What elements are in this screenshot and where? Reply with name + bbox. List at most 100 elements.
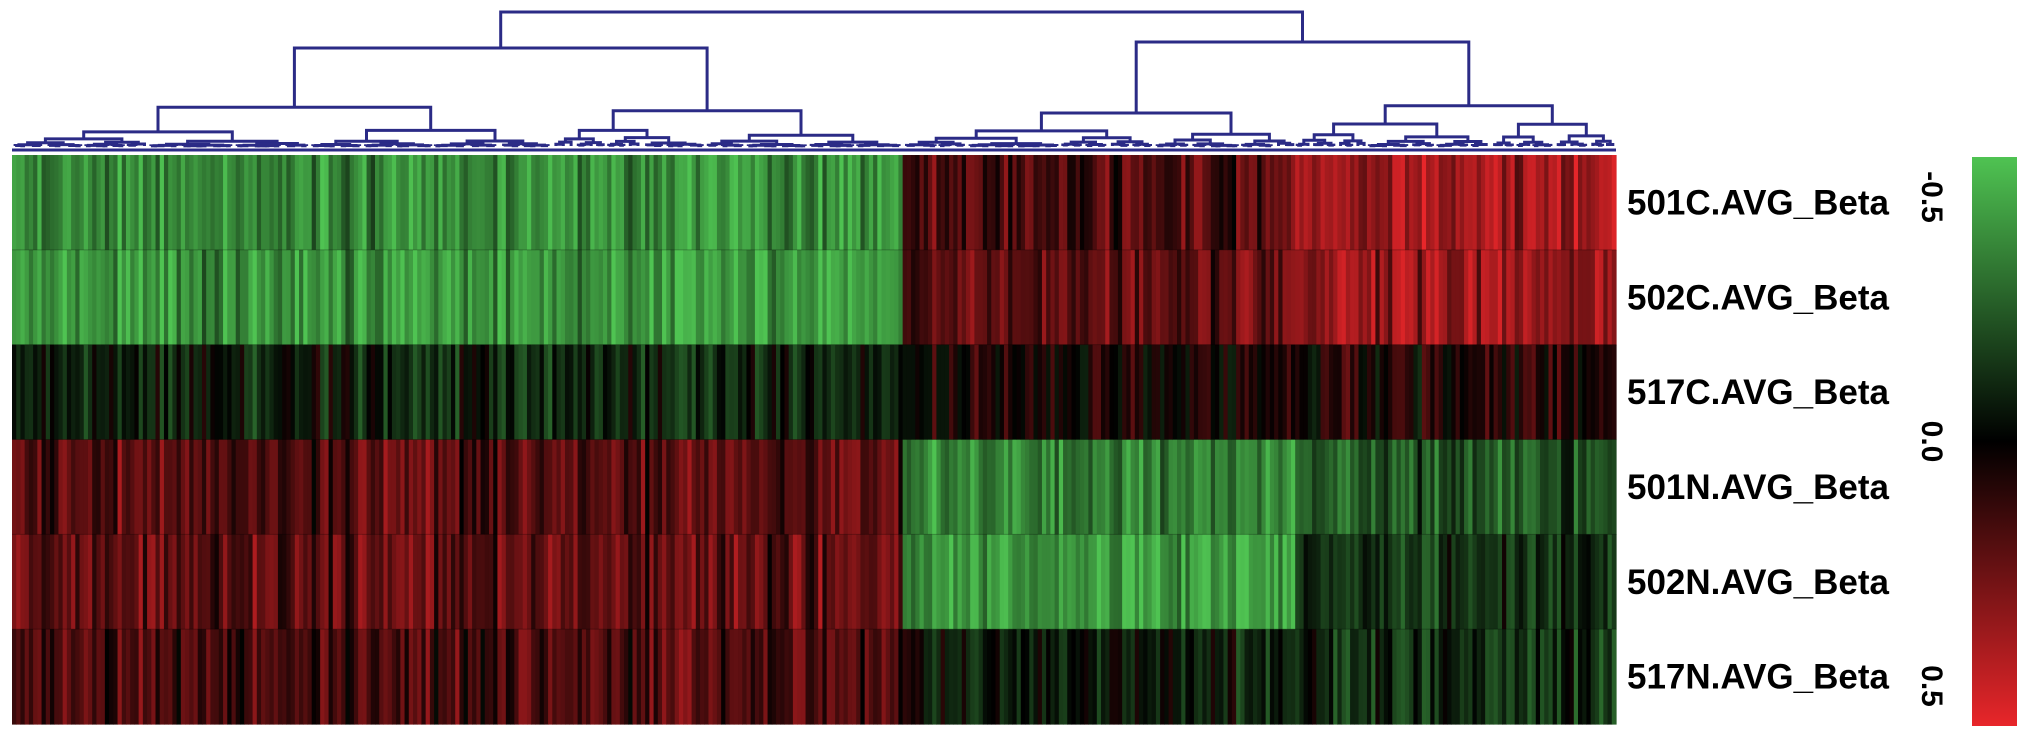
heatmap-cell <box>1362 439 1368 535</box>
heatmap-cell <box>1358 439 1364 535</box>
heatmap-cell <box>286 249 292 346</box>
heatmap-cell <box>733 155 739 251</box>
heatmap-cell <box>1413 534 1419 630</box>
heatmap-cell <box>1084 249 1089 346</box>
heatmap-cell <box>125 155 131 251</box>
heatmap-cell <box>290 439 296 535</box>
heatmap-cell <box>864 344 870 441</box>
heatmap-cell <box>915 249 921 346</box>
heatmap-cell <box>455 629 461 725</box>
heatmap-cell <box>868 534 874 630</box>
heatmap-cell <box>1316 155 1322 251</box>
heatmap-cell <box>1252 249 1258 346</box>
heatmap-cell <box>269 439 275 535</box>
heatmap-cell <box>417 155 423 251</box>
heatmap-cell <box>58 534 64 630</box>
heatmap-cell <box>138 155 144 251</box>
heatmap-cell <box>932 249 938 346</box>
heatmap-cell <box>1117 344 1123 441</box>
heatmap-cell <box>927 344 933 441</box>
heatmap-cell <box>1561 629 1566 725</box>
heatmap-cell <box>1236 344 1241 441</box>
heatmap-cell <box>235 439 241 535</box>
heatmap-cell <box>691 249 697 346</box>
heatmap-cell <box>944 439 950 535</box>
heatmap-cell <box>1409 629 1414 725</box>
heatmap-cell <box>134 629 140 725</box>
heatmap-cell <box>691 439 697 535</box>
heatmap-cell <box>1117 439 1123 535</box>
heatmap-cell <box>1037 249 1043 346</box>
heatmap-cell <box>459 439 465 535</box>
heatmap-cell <box>1586 155 1592 251</box>
heatmap-cell <box>24 155 30 251</box>
heatmap-cell <box>1139 344 1144 441</box>
legend-tick-label: -0.5 <box>1915 171 1948 223</box>
heatmap-cell <box>252 534 258 630</box>
heatmap-cell <box>987 534 992 630</box>
heatmap-cell <box>87 629 93 725</box>
heatmap-cell <box>974 439 980 535</box>
heatmap-cell <box>218 344 224 441</box>
heatmap-cell <box>733 249 739 346</box>
heatmap-cell <box>20 439 26 535</box>
heatmap-cell <box>1464 249 1469 346</box>
heatmap-cell <box>548 534 553 630</box>
heatmap-cell <box>987 155 992 251</box>
heatmap-cell <box>214 629 220 725</box>
heatmap-cell <box>168 155 173 251</box>
heatmap-cell <box>16 534 22 630</box>
heatmap-cell <box>590 439 596 535</box>
heatmap-cell <box>1497 249 1503 346</box>
heatmap-cell <box>303 249 309 346</box>
heatmap-cell <box>1350 534 1355 630</box>
heatmap-cell <box>1054 629 1060 725</box>
heatmap-cell <box>54 439 60 535</box>
heatmap-cell <box>1569 534 1575 630</box>
heatmap-cell <box>1139 155 1144 251</box>
heatmap-cell <box>320 439 325 535</box>
heatmap-cell <box>332 249 338 346</box>
heatmap-cell <box>1278 439 1284 535</box>
heatmap-cell <box>142 629 148 725</box>
heatmap-cell <box>632 344 638 441</box>
heatmap-cell <box>337 344 342 441</box>
heatmap-cell <box>71 439 76 535</box>
heatmap-cell <box>1320 439 1326 535</box>
heatmap-cell <box>978 439 984 535</box>
heatmap-cell <box>488 439 494 535</box>
heatmap-cell <box>337 439 342 535</box>
heatmap-cell <box>1472 534 1478 630</box>
heatmap-cell <box>666 155 672 251</box>
heatmap-cell <box>510 344 515 441</box>
dendrogram-link <box>51 143 75 147</box>
heatmap-cell <box>180 249 186 346</box>
heatmap-cell <box>1185 344 1191 441</box>
heatmap-cell <box>678 629 684 725</box>
heatmap-cell <box>1227 249 1233 346</box>
heatmap-cell <box>923 439 929 535</box>
heatmap-cell <box>1054 249 1060 346</box>
heatmap-cell <box>391 534 397 630</box>
heatmap-cell <box>138 534 144 630</box>
heatmap-cell <box>1337 629 1343 725</box>
heatmap-cell <box>282 534 287 630</box>
heatmap-cell <box>822 629 828 725</box>
heatmap-cell <box>873 344 878 441</box>
heatmap-cell <box>113 534 119 630</box>
heatmap-cell <box>1257 344 1263 441</box>
heatmap-cell <box>868 629 874 725</box>
heatmap-cell <box>1324 155 1330 251</box>
heatmap-cell <box>467 629 473 725</box>
heatmap-cell <box>598 439 604 535</box>
heatmap-cell <box>83 439 89 535</box>
heatmap-cell <box>552 344 558 441</box>
heatmap-cell <box>1016 439 1022 535</box>
heatmap-cell <box>1599 629 1604 725</box>
heatmap-cell <box>640 534 646 630</box>
heatmap-cell <box>214 439 220 535</box>
heatmap-cell <box>37 534 43 630</box>
heatmap-cell <box>1417 439 1423 535</box>
heatmap-cell <box>442 534 448 630</box>
heatmap-cell <box>1101 534 1106 630</box>
